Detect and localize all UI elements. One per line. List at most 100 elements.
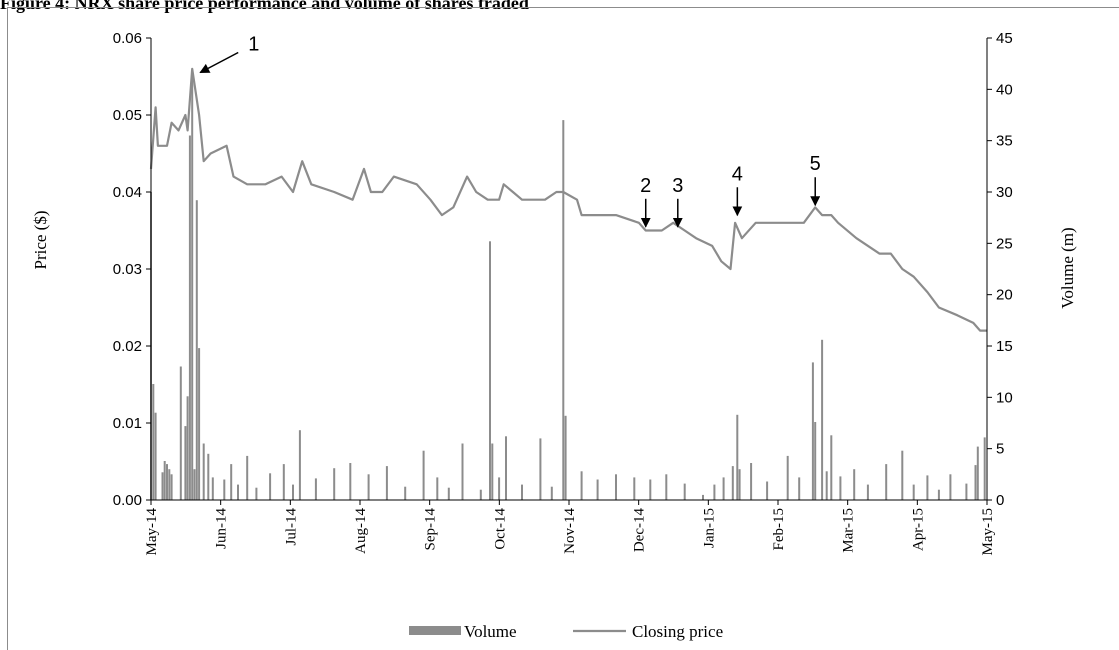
- volume-bar: [798, 477, 801, 500]
- volume-bar: [885, 464, 888, 500]
- volume-bar: [349, 463, 352, 500]
- volume-bar: [461, 443, 464, 500]
- volume-bar: [830, 435, 833, 500]
- volume-bar: [269, 473, 272, 500]
- annotation-label: 5: [810, 153, 821, 175]
- annotations: 12 34 5: [199, 34, 821, 228]
- volume-bar: [786, 455, 789, 500]
- volume-bar: [521, 484, 523, 500]
- volume-bar: [550, 486, 553, 500]
- annotation-arrow: [199, 51, 239, 74]
- y-axis-right-label: Volume (m): [1058, 227, 1077, 308]
- volume-bar: [163, 461, 166, 500]
- volume-bar: [736, 414, 739, 500]
- volume-bar: [983, 437, 986, 500]
- legend: Volume Closing price: [409, 622, 723, 641]
- volume-bar: [193, 469, 196, 500]
- volume-bar: [713, 484, 716, 500]
- x-tick-label: Feb-15: [771, 508, 787, 551]
- y-left-tick-label: 0.01: [113, 415, 142, 432]
- legend-price-label: Closing price: [632, 622, 723, 641]
- volume-bar: [731, 466, 734, 500]
- volume-bar: [949, 474, 952, 500]
- annotation-label: 2: [640, 175, 651, 197]
- axes: 0.000.010.020.030.040.050.06051015202530…: [113, 30, 1013, 556]
- volume-bar: [683, 483, 686, 500]
- volume-bar: [186, 396, 189, 500]
- volume-bar: [154, 412, 157, 500]
- volume-bar: [282, 464, 285, 500]
- volume-bar: [255, 487, 258, 500]
- volume-bar: [184, 426, 187, 500]
- volume-bar: [811, 362, 814, 500]
- volume-bar: [292, 484, 294, 500]
- x-tick-label: Apr-15: [910, 508, 926, 551]
- volume-bars: [150, 73, 986, 501]
- x-tick-label: May-15: [980, 508, 996, 556]
- x-tick-label: Aug-14: [353, 508, 369, 554]
- volume-bar: [152, 384, 155, 500]
- y-left-tick-label: 0.00: [113, 492, 142, 509]
- volume-bar: [498, 477, 501, 500]
- volume-bar: [333, 468, 336, 500]
- x-tick-label: Mar-15: [841, 508, 857, 553]
- x-tick-label: May-14: [144, 508, 160, 556]
- volume-bar: [839, 476, 842, 500]
- x-tick-label: Jul-14: [283, 508, 299, 546]
- volume-bar: [422, 450, 425, 500]
- volume-bar: [195, 200, 198, 500]
- x-tick-label: Dec-14: [632, 508, 648, 553]
- annotation-label: 4: [732, 163, 743, 185]
- volume-bar: [649, 479, 652, 500]
- volume-bar: [191, 73, 194, 501]
- y-right-tick-label: 10: [996, 389, 1013, 406]
- volume-bar: [750, 463, 753, 500]
- volume-bar: [168, 469, 171, 500]
- volume-bar: [615, 474, 617, 500]
- y-right-tick-label: 5: [996, 441, 1004, 458]
- figure-title: Figure 4: NRX share price performance an…: [0, 0, 529, 13]
- volume-bar: [211, 477, 214, 500]
- y-right-tick-label: 15: [996, 338, 1013, 355]
- x-tick-label: Jun-14: [214, 508, 230, 549]
- y-right-tick-label: 20: [996, 287, 1013, 304]
- volume-bar: [562, 120, 565, 500]
- volume-bar: [722, 477, 725, 500]
- volume-bar: [564, 415, 567, 500]
- volume-bar: [385, 466, 388, 500]
- volume-bar: [702, 494, 704, 500]
- volume-bar: [766, 481, 769, 500]
- volume-bar: [665, 474, 668, 500]
- volume-bar: [821, 339, 824, 500]
- closing-price-line: [149, 67, 987, 332]
- volume-bar: [246, 455, 249, 500]
- annotation-label: 1: [248, 34, 259, 56]
- volume-bar: [965, 483, 968, 500]
- y-left-tick-label: 0.02: [113, 338, 142, 355]
- volume-bar: [223, 479, 226, 500]
- volume-bar: [489, 241, 491, 501]
- x-tick-label: Jan-15: [701, 508, 717, 548]
- volume-bar: [974, 465, 977, 500]
- volume-bar: [825, 471, 828, 500]
- volume-bar: [937, 489, 940, 500]
- volume-bar: [404, 486, 407, 500]
- volume-bar: [926, 475, 929, 500]
- volume-bar: [298, 430, 301, 500]
- volume-bar: [976, 446, 979, 500]
- volume-bar: [207, 453, 210, 500]
- annotation-label: 3: [672, 175, 683, 197]
- legend-volume-label: Volume: [464, 622, 517, 641]
- y-left-tick-label: 0.03: [113, 261, 142, 278]
- volume-bar: [491, 443, 494, 500]
- y-left-tick-label: 0.05: [113, 107, 142, 124]
- y-right-tick-label: 25: [996, 235, 1013, 252]
- volume-bar: [912, 484, 915, 500]
- volume-bar: [230, 464, 233, 500]
- volume-bar: [202, 443, 205, 500]
- volume-bar: [633, 477, 636, 500]
- volume-bar: [814, 422, 817, 500]
- volume-bar: [901, 450, 904, 500]
- volume-bar: [237, 484, 239, 500]
